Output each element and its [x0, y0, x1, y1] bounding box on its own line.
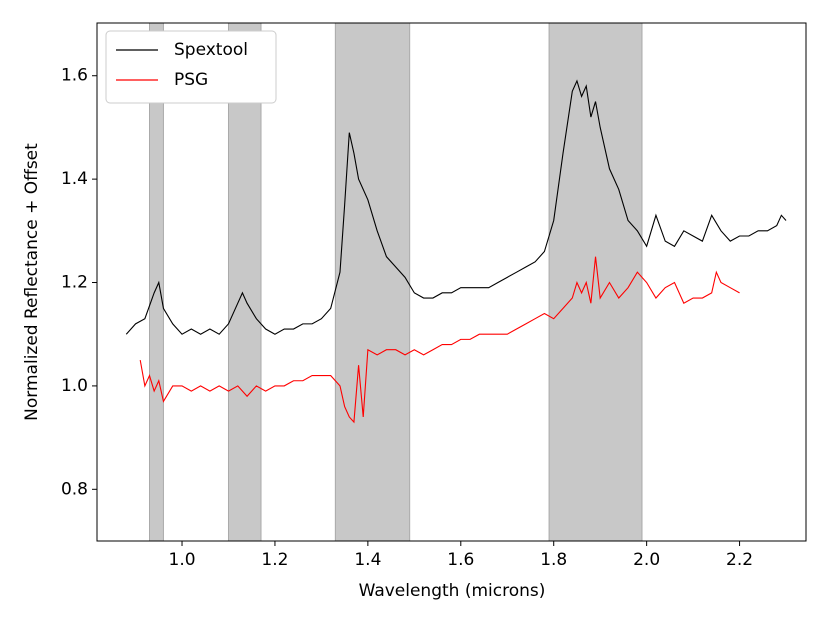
x-tick-label: 1.8 — [540, 550, 567, 570]
series-line — [125, 79, 787, 335]
x-axis-label: Wavelength (microns) — [359, 581, 546, 601]
shaded-band — [334, 22, 411, 542]
x-tick-label: 1.6 — [447, 550, 474, 570]
legend-box — [105, 30, 277, 104]
plot-frame — [96, 22, 807, 542]
series-line — [139, 256, 740, 424]
y-axis-label: Normalized Reflectance + Offset — [22, 143, 42, 421]
x-tick-label: 2.2 — [726, 550, 753, 570]
legend-label: PSG — [174, 70, 208, 90]
y-tick-label: 0.8 — [61, 479, 88, 499]
y-tick-label: 1.0 — [61, 376, 88, 396]
y-tick-label: 1.2 — [61, 273, 88, 293]
x-tick-label: 1.4 — [354, 550, 381, 570]
shaded-band — [227, 22, 262, 542]
x-tick-label: 1.2 — [261, 550, 288, 570]
y-tick-label: 1.6 — [61, 66, 88, 86]
x-tick-label: 1.0 — [169, 550, 196, 570]
y-tick-label: 1.4 — [61, 169, 88, 189]
x-tick-label: 2.0 — [633, 550, 660, 570]
shaded-band — [548, 22, 643, 542]
legend-label: Spextool — [174, 40, 248, 60]
